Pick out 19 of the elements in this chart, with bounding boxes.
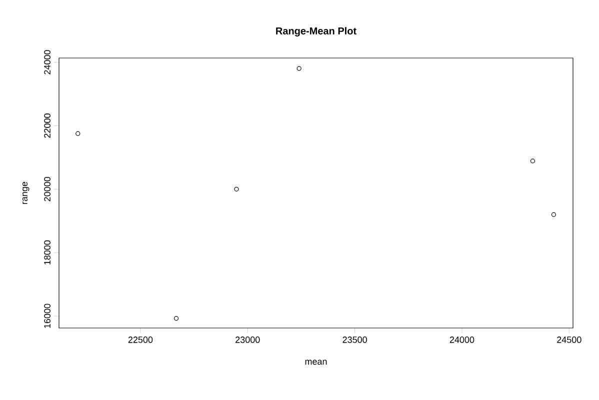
point (234, 186, 239, 192)
x-tick-label: 22500 (128, 336, 153, 343)
point (296, 66, 302, 71)
point (530, 158, 536, 164)
chart-title: Range-Mean Plot (276, 27, 356, 36)
x-tick-label: 24000 (450, 336, 474, 343)
y-tick-label: 16000 (44, 304, 50, 328)
x-axis-title: mean (305, 360, 327, 365)
x-tick-label: 23000 (236, 336, 260, 343)
y-axis-title: range (22, 182, 30, 204)
x-tick-label: 24500 (557, 336, 582, 343)
y-tick-label: 18000 (44, 240, 50, 264)
x-tick-label: 23500 (342, 336, 367, 343)
point (551, 212, 556, 217)
point (76, 131, 80, 136)
y-tick-label: 22000 (44, 114, 50, 138)
y-tick-label: 20000 (44, 176, 50, 202)
y-tick-label: 24000 (44, 50, 50, 74)
point (174, 316, 179, 321)
